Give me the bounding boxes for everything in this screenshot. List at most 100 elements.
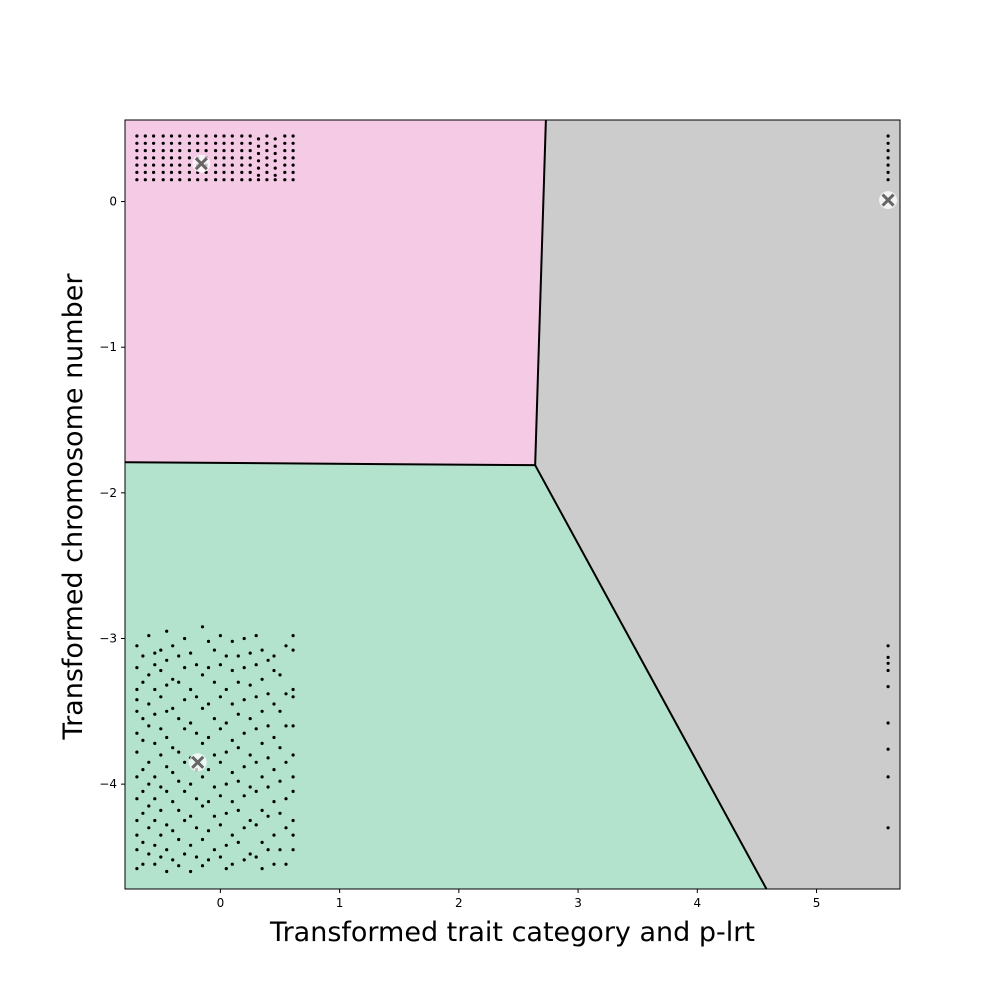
data-point — [230, 141, 234, 145]
data-point — [189, 782, 193, 786]
data-point — [266, 724, 270, 728]
data-point — [135, 775, 139, 779]
data-point — [206, 829, 211, 833]
cluster-region-0 — [125, 120, 546, 466]
y-tick-label: −4 — [99, 777, 117, 791]
data-point — [230, 170, 234, 174]
data-point — [260, 867, 264, 871]
data-point — [183, 789, 187, 794]
data-point — [240, 178, 244, 182]
data-point — [200, 775, 205, 779]
data-point — [278, 746, 282, 750]
data-point — [161, 141, 165, 145]
data-point — [204, 134, 208, 138]
data-point — [214, 149, 218, 153]
data-point — [187, 178, 191, 182]
y-tick-label: −1 — [99, 340, 117, 354]
data-point — [291, 818, 295, 823]
x-tick-label: 3 — [574, 896, 582, 910]
data-point — [260, 808, 264, 813]
data-point — [159, 727, 163, 731]
data-point — [222, 170, 226, 174]
data-point — [886, 134, 890, 138]
data-point — [272, 668, 276, 673]
data-point — [248, 149, 252, 153]
data-point — [161, 163, 165, 167]
data-point — [187, 149, 191, 153]
x-tick-label: 2 — [455, 896, 463, 910]
data-point — [214, 141, 218, 145]
data-point — [242, 765, 246, 769]
centroid-cross — [194, 157, 208, 171]
y-tick-label: −3 — [99, 631, 117, 645]
data-point — [147, 634, 151, 638]
data-point — [178, 163, 182, 167]
data-point — [242, 666, 246, 670]
data-point — [266, 785, 270, 789]
data-point — [194, 731, 199, 735]
data-point — [143, 178, 147, 182]
data-point — [230, 738, 234, 743]
data-point — [159, 785, 163, 789]
data-point — [291, 156, 295, 160]
data-point — [171, 770, 175, 775]
data-point — [212, 680, 216, 684]
centroid-marker-0 — [192, 154, 211, 173]
data-point — [230, 862, 234, 866]
data-point — [135, 170, 139, 174]
data-point — [153, 651, 157, 655]
data-point — [153, 741, 157, 746]
data-point — [200, 837, 205, 842]
data-point — [143, 163, 147, 167]
data-point — [218, 695, 222, 699]
data-point — [230, 156, 234, 160]
data-point — [222, 156, 226, 160]
data-point — [159, 648, 163, 652]
data-point — [153, 843, 157, 847]
data-point — [159, 695, 163, 699]
data-point — [141, 862, 145, 866]
data-point — [194, 797, 199, 801]
data-point — [291, 724, 295, 728]
data-point — [248, 785, 252, 789]
data-point — [147, 760, 151, 764]
data-point — [284, 724, 288, 728]
data-point — [266, 658, 270, 662]
centroid-cross — [881, 193, 895, 207]
data-point — [260, 741, 264, 746]
data-point — [260, 775, 264, 779]
data-point — [189, 814, 193, 818]
data-point — [135, 178, 139, 182]
data-point — [165, 789, 169, 794]
data-point — [248, 178, 252, 182]
data-point — [256, 151, 261, 156]
data-point — [152, 156, 156, 160]
data-point — [265, 163, 269, 167]
data-point — [189, 721, 193, 725]
data-point — [204, 178, 208, 182]
data-point — [200, 804, 205, 808]
data-point — [189, 869, 193, 874]
data-point — [169, 178, 174, 182]
data-point — [218, 855, 222, 859]
data-point — [189, 843, 193, 847]
data-point — [194, 663, 199, 667]
data-point — [283, 178, 287, 182]
data-point — [196, 149, 200, 153]
data-point — [266, 814, 270, 818]
centroid-cross — [191, 755, 205, 769]
data-point — [260, 648, 264, 652]
data-point — [178, 134, 182, 138]
data-point — [171, 677, 175, 681]
data-point — [284, 826, 288, 830]
data-point — [177, 779, 181, 783]
data-point — [224, 687, 228, 692]
data-point — [248, 170, 252, 174]
data-point — [153, 797, 157, 801]
data-point — [141, 680, 145, 684]
data-point — [187, 163, 191, 167]
data-point — [196, 141, 200, 145]
data-point — [242, 858, 246, 862]
data-point — [291, 687, 295, 692]
data-point — [206, 639, 211, 644]
